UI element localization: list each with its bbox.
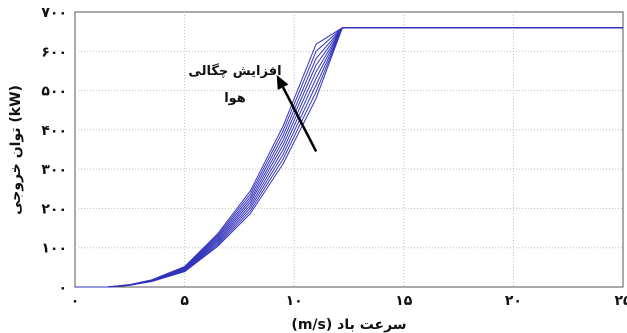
- y-tick-label: ۴۰۰: [41, 123, 67, 139]
- x-tick-label: ۲۰: [505, 293, 522, 309]
- y-tick-label: ۶۰۰: [41, 44, 67, 60]
- annotation-line-1: افزایش چگالی: [188, 63, 281, 79]
- y-tick-label: ۲۰۰: [41, 201, 67, 217]
- series-group: [75, 27, 623, 288]
- annotation-group: افزایش چگالی هوا: [188, 63, 318, 153]
- x-axis-ticks: ۰ ۵ ۱۰ ۱۵ ۲۰ ۲۵: [71, 293, 627, 309]
- x-tick-label: ۰: [71, 293, 80, 309]
- y-tick-label: ۳۰۰: [41, 162, 67, 178]
- y-axis-ticks: ۰ ۱۰۰ ۲۰۰ ۳۰۰ ۴۰۰ ۵۰۰ ۶۰۰ ۷۰۰: [41, 5, 67, 296]
- grid-lines: [75, 12, 623, 287]
- y-axis-title: توان خروجی (kW): [8, 85, 24, 215]
- annotation-arrowhead: [276, 74, 289, 91]
- y-tick-label: ۰: [58, 280, 67, 296]
- y-tick-label: ۵۰۰: [41, 84, 67, 100]
- x-axis-title: (m/s) سرعت باد: [291, 317, 406, 333]
- y-tick-label: ۱۰۰: [41, 241, 67, 257]
- plot-frame: [74, 11, 624, 288]
- x-tick-label: ۱۰: [286, 293, 303, 309]
- y-tick-label: ۷۰۰: [41, 5, 67, 21]
- series-line-9: [75, 27, 623, 288]
- x-tick-label: ۲۵: [614, 293, 627, 309]
- x-tick-label: ۱۵: [395, 293, 413, 309]
- x-tick-label: ۵: [180, 293, 189, 309]
- annotation-line-2: هوا: [224, 91, 246, 106]
- annotation-arrow: [281, 86, 318, 153]
